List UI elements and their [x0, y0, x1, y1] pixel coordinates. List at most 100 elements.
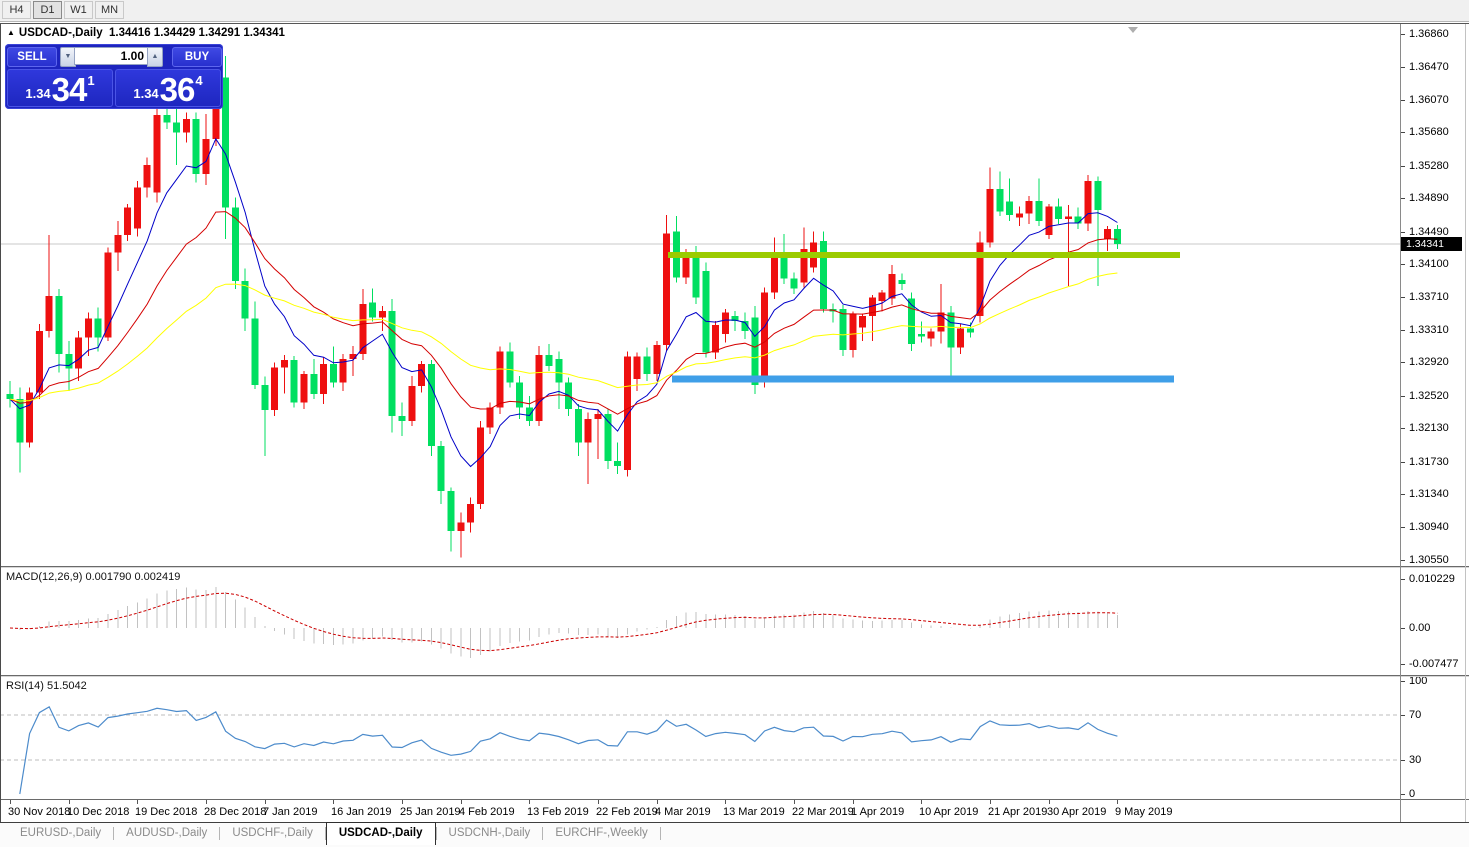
ohlc-values: 1.34416 1.34429 1.34291 1.34341 [109, 27, 285, 39]
timeframe-button-mn[interactable]: MN [95, 1, 124, 19]
timeframe-toolbar: H4 D1 W1 MN [0, 0, 1469, 21]
resistance-line [668, 251, 1180, 258]
price-axis-label: 1.30550 [1409, 554, 1449, 566]
time-axis-separator [0, 799, 1469, 800]
chart-left-border [0, 24, 1, 822]
current-price-tag: 1.34341 [1401, 237, 1462, 251]
time-axis-label: 30 Apr 2019 [1047, 806, 1107, 818]
price-axis-tick [1400, 362, 1405, 363]
tab-separator [659, 827, 661, 840]
price-axis-label: 1.34490 [1409, 226, 1449, 238]
macd-panel-separator[interactable] [0, 566, 1469, 567]
time-axis-tick [794, 800, 795, 804]
tab-separator [542, 827, 544, 840]
time-axis-tick [265, 800, 266, 804]
price-axis-tick [1400, 527, 1405, 528]
time-axis-tick [1049, 800, 1050, 804]
tab-audusd-daily[interactable]: AUDUSD-,Daily [126, 827, 208, 839]
rsi-name: RSI(14) [6, 680, 44, 692]
rsi-panel-separator-lite [0, 676, 1469, 677]
price-axis-label: 1.32920 [1409, 356, 1449, 368]
price-axis-label: 1.35680 [1409, 126, 1449, 138]
scroll-to-end-icon[interactable] [1128, 27, 1138, 33]
tab-eurchf-weekly[interactable]: EURCHF-,Weekly [555, 827, 648, 839]
tab-usdchf-daily[interactable]: USDCHF-,Daily [232, 827, 313, 839]
time-axis-label: 4 Feb 2019 [459, 806, 515, 818]
tab-usdcnh-daily[interactable]: USDCNH-,Daily [448, 827, 531, 839]
volume-increase-icon[interactable]: ▲ [147, 47, 163, 67]
sell-price-box[interactable]: 1.34 34 1 [7, 69, 113, 107]
window-right-border [1465, 24, 1466, 822]
price-axis-tick [1400, 67, 1405, 68]
time-axis-tick [990, 800, 991, 804]
volume-input[interactable]: 1.00 [74, 47, 148, 65]
rsi-axis-tick [1400, 715, 1405, 716]
time-axis-label: 22 Mar 2019 [792, 806, 854, 818]
toolbar-divider [0, 21, 1469, 22]
macd-axis-tick [1400, 664, 1405, 665]
timeframe-button-w1[interactable]: W1 [64, 1, 93, 19]
price-axis-label: 1.34100 [1409, 258, 1449, 270]
price-axis-label: 1.33710 [1409, 291, 1449, 303]
price-axis-label: 1.36070 [1409, 94, 1449, 106]
tab-separator [219, 827, 221, 840]
time-axis-tick [10, 800, 11, 804]
rsi-axis-tick [1400, 681, 1405, 682]
time-axis-label: 21 Apr 2019 [988, 806, 1048, 818]
time-axis-tick [529, 800, 530, 804]
price-axis-label: 1.35280 [1409, 160, 1449, 172]
price-axis-label: 1.32520 [1409, 390, 1449, 402]
price-axis-tick [1400, 132, 1405, 133]
price-axis-label: 1.31340 [1409, 488, 1449, 500]
time-axis-label: 22 Feb 2019 [596, 806, 658, 818]
rsi-axis-tick [1400, 760, 1405, 761]
chart-tab-bar: EURUSD-,Daily AUDUSD-,Daily USDCHF-,Daily U… [0, 822, 1469, 847]
time-axis-tick [1117, 800, 1118, 804]
time-axis-label: 10 Dec 2018 [67, 806, 130, 818]
macd-chart[interactable] [0, 568, 1400, 674]
price-axis-label: 1.30940 [1409, 521, 1449, 533]
tab-separator [435, 827, 437, 840]
buy-button[interactable]: BUY [172, 47, 222, 67]
rsi-axis-label: 70 [1409, 709, 1422, 721]
tab-eurusd-daily[interactable]: EURUSD-,Daily [20, 827, 102, 839]
price-axis-label: 1.36860 [1409, 28, 1449, 40]
timeframe-button-d1[interactable]: D1 [33, 1, 62, 19]
timeframe-button-h4[interactable]: H4 [2, 1, 31, 19]
price-axis-label: 1.33310 [1409, 324, 1449, 336]
time-axis-label: 9 May 2019 [1115, 806, 1173, 818]
rsi-chart[interactable] [0, 677, 1400, 799]
time-axis-label: 30 Nov 2018 [8, 806, 71, 818]
time-axis-tick [402, 800, 403, 804]
one-click-trading-panel: SELL ▼ 1.00 ▲ BUY 1.34 34 1 1.34 36 4 [5, 44, 223, 109]
price-axis-tick [1400, 100, 1405, 101]
time-axis-label: 13 Mar 2019 [723, 806, 785, 818]
time-axis-tick [69, 800, 70, 804]
price-axis-tick [1400, 428, 1405, 429]
time-axis-tick [137, 800, 138, 804]
price-axis-label: 1.31730 [1409, 456, 1449, 468]
price-axis-tick [1400, 462, 1405, 463]
macd-value-signal: 0.002419 [134, 571, 181, 583]
price-axis-tick [1400, 396, 1405, 397]
price-axis-tick [1400, 166, 1405, 167]
sell-button[interactable]: SELL [7, 47, 57, 67]
macd-axis-label: 0.00 [1409, 622, 1431, 634]
time-axis-label: 13 Feb 2019 [527, 806, 589, 818]
macd-label: MACD(12,26,9) 0.001790 0.002419 [6, 571, 180, 583]
chart-title: ▲ USDCAD-,Daily 1.34416 1.34429 1.34291 1… [7, 27, 285, 39]
time-axis-label: 1 Apr 2019 [851, 806, 905, 818]
rsi-panel-separator[interactable] [0, 675, 1469, 676]
buy-price-box[interactable]: 1.34 36 4 [115, 69, 221, 107]
rsi-label: RSI(14) 51.5042 [6, 680, 87, 692]
price-axis-tick [1400, 297, 1405, 298]
tab-usdcad-daily[interactable]: USDCAD-,Daily [325, 822, 436, 845]
price-axis-tick [1400, 494, 1405, 495]
price-axis-label: 1.36470 [1409, 61, 1449, 73]
one-click-panel-toggle-icon[interactable]: ▲ [7, 28, 15, 37]
time-axis-label: 19 Dec 2018 [135, 806, 198, 818]
price-axis-tick [1400, 330, 1405, 331]
time-axis-label: 10 Apr 2019 [919, 806, 979, 818]
macd-axis-tick [1400, 628, 1405, 629]
rsi-axis-label: 100 [1409, 675, 1428, 687]
